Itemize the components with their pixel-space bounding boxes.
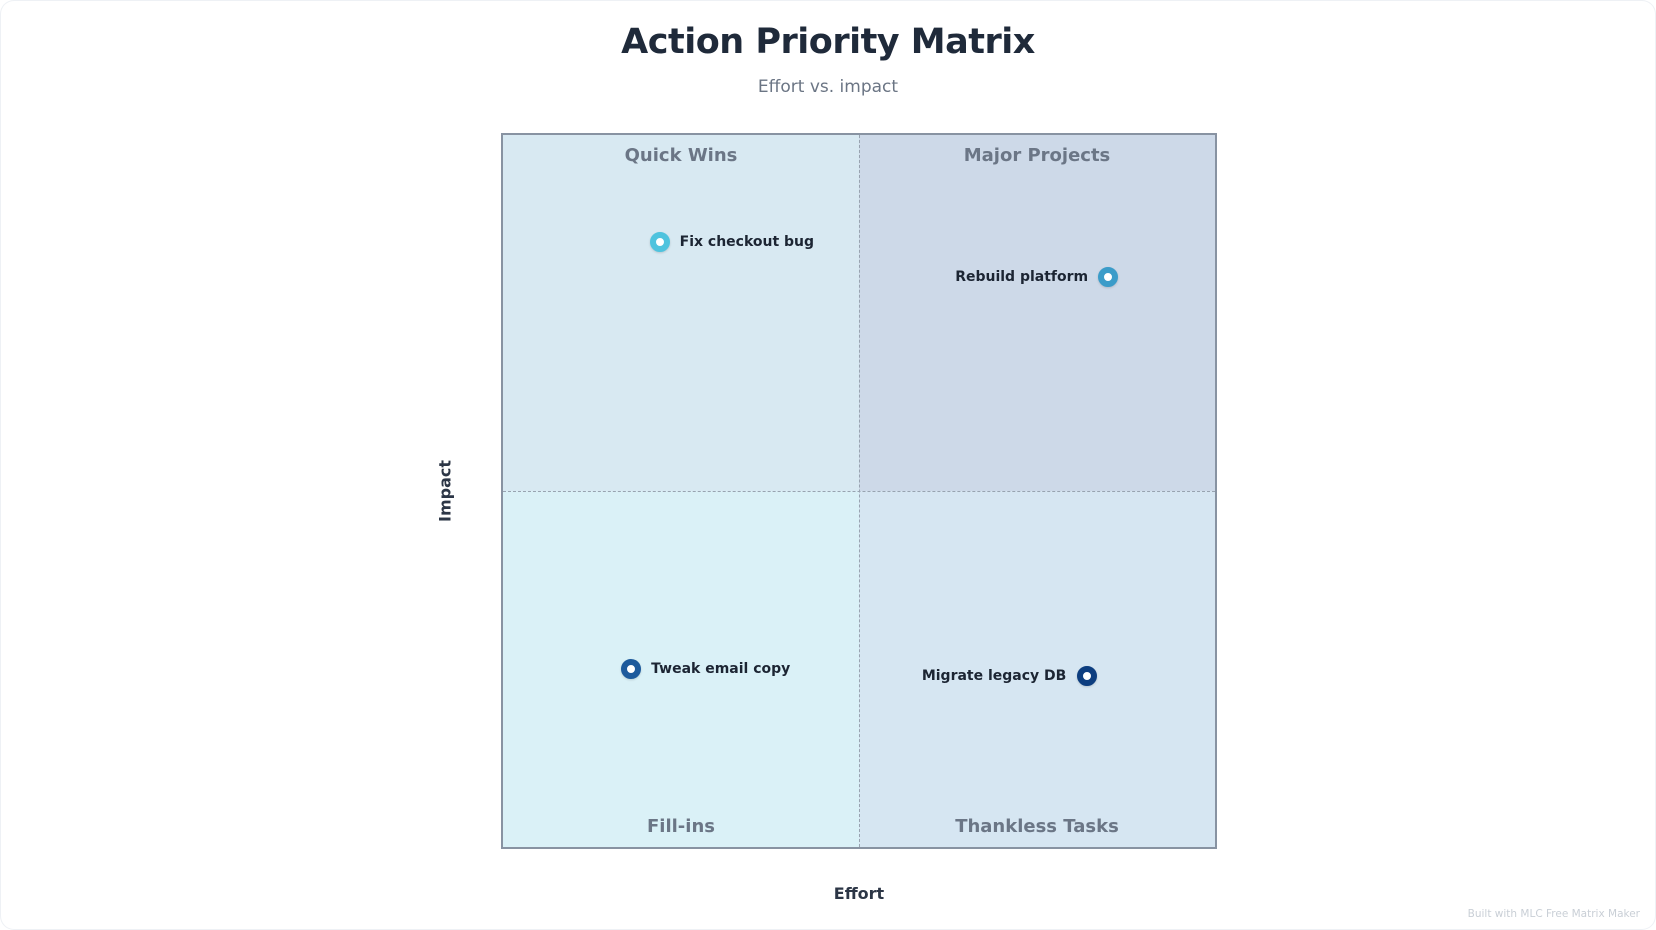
quadrant-label-major-projects: Major Projects (963, 145, 1111, 166)
priority-matrix: Quick Wins Major Projects Fill-ins Thank… (501, 133, 1217, 849)
page-subtitle: Effort vs. impact (757, 77, 899, 97)
item-marker[interactable] (621, 659, 642, 679)
quadrant-label-fill-ins: Fill-ins (647, 816, 715, 837)
quadrant-label-thankless-tasks: Thankless Tasks (955, 816, 1119, 837)
item-marker[interactable] (1076, 666, 1097, 687)
item-label: Rebuild platform (955, 269, 1089, 286)
horizontal-divider (503, 491, 1215, 492)
item-marker[interactable] (1098, 267, 1119, 288)
item-label: Migrate legacy DB (921, 668, 1067, 685)
item-marker[interactable] (649, 231, 670, 252)
item-label: Fix checkout bug (679, 233, 815, 250)
y-axis-label-text: Impact (435, 459, 455, 523)
footer-credit: Built with MLC Free Matrix Maker (1467, 908, 1640, 920)
quadrant-fill-ins: Fill-ins (503, 491, 859, 847)
quadrant-label-quick-wins: Quick Wins (624, 145, 738, 166)
x-axis-label: Effort (833, 884, 885, 903)
quadrant-thankless-tasks: Thankless Tasks (859, 491, 1215, 847)
quadrant-major-projects: Major Projects (859, 135, 1215, 491)
item-label: Tweak email copy (651, 661, 791, 677)
page-title: Action Priority Matrix (621, 22, 1035, 62)
quadrant-quick-wins: Quick Wins (503, 135, 859, 491)
